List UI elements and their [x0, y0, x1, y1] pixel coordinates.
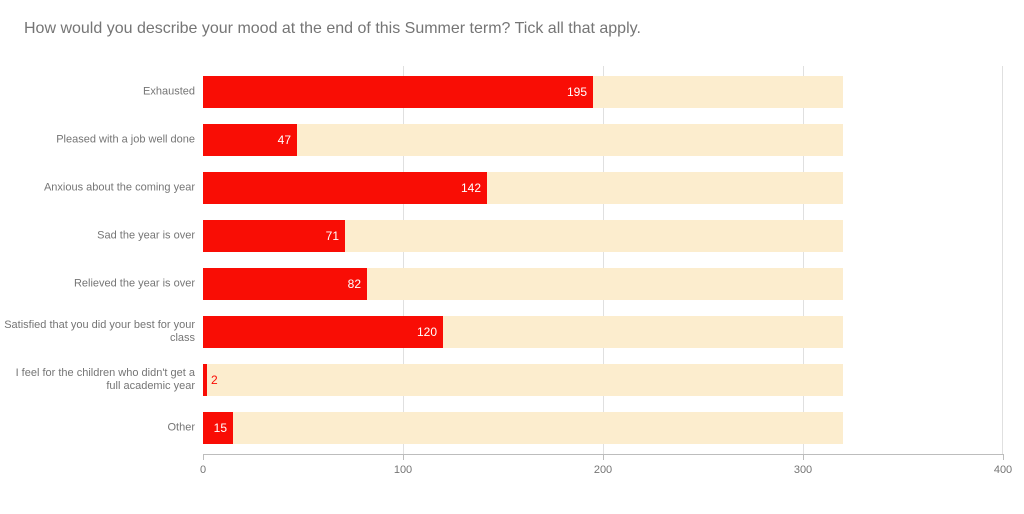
y-axis-category-label: Relieved the year is over [0, 278, 195, 291]
bar-value-label: 15 [214, 421, 227, 435]
x-axis: 0100200300400 [203, 454, 1003, 484]
bar-value-label: 195 [567, 85, 587, 99]
y-axis-category-label: Satisfied that you did your best for you… [0, 319, 195, 345]
bar-row: 71 [203, 220, 1003, 252]
bar-row: 120 [203, 316, 1003, 348]
x-tick-label: 200 [594, 464, 612, 476]
x-tick [603, 454, 604, 460]
bar-foreground [203, 316, 443, 348]
bar-background [203, 364, 843, 396]
bar-foreground [203, 220, 345, 252]
y-axis-category-label: Other [0, 422, 195, 435]
bar-value-label: 142 [461, 181, 481, 195]
bars-region: 195 47 142 71 82 120 2 15 [203, 66, 1003, 454]
bar-value-label: 47 [278, 133, 291, 147]
y-axis-labels: Exhausted Pleased with a job well done Anx… [0, 66, 195, 454]
bar-value-label: 82 [348, 277, 361, 291]
bar-foreground [203, 268, 367, 300]
y-axis-category-label: Pleased with a job well done [0, 134, 195, 147]
bar-value-label: 2 [211, 373, 218, 387]
bar-background [203, 412, 843, 444]
chart-container: How would you describe your mood at the … [0, 0, 1024, 514]
chart-title: How would you describe your mood at the … [20, 20, 1004, 38]
bar-foreground [203, 172, 487, 204]
bar-row: 142 [203, 172, 1003, 204]
bar-value-label: 120 [417, 325, 437, 339]
bar-foreground [203, 364, 207, 396]
y-axis-category-label: Anxious about the coming year [0, 182, 195, 195]
y-axis-category-label: Exhausted [0, 86, 195, 99]
x-tick [803, 454, 804, 460]
bar-row: 15 [203, 412, 1003, 444]
bar-background [203, 124, 843, 156]
plot-right-border [1002, 66, 1003, 454]
plot-area: 195471427182120215 0100200300400 [203, 66, 1003, 486]
x-tick [403, 454, 404, 460]
bar-row: 47 [203, 124, 1003, 156]
y-axis-category-label: I feel for the children who didn't get a… [0, 367, 195, 393]
bar-foreground [203, 76, 593, 108]
bar-value-label: 71 [326, 229, 339, 243]
x-tick-label: 100 [394, 464, 412, 476]
x-tick [1003, 454, 1004, 460]
x-tick-label: 400 [994, 464, 1012, 476]
bar-row: 2 [203, 364, 1003, 396]
y-axis-category-label: Sad the year is over [0, 230, 195, 243]
bar-row: 195 [203, 76, 1003, 108]
x-tick [203, 454, 204, 460]
x-tick-label: 300 [794, 464, 812, 476]
bar-row: 82 [203, 268, 1003, 300]
x-tick-label: 0 [200, 464, 206, 476]
